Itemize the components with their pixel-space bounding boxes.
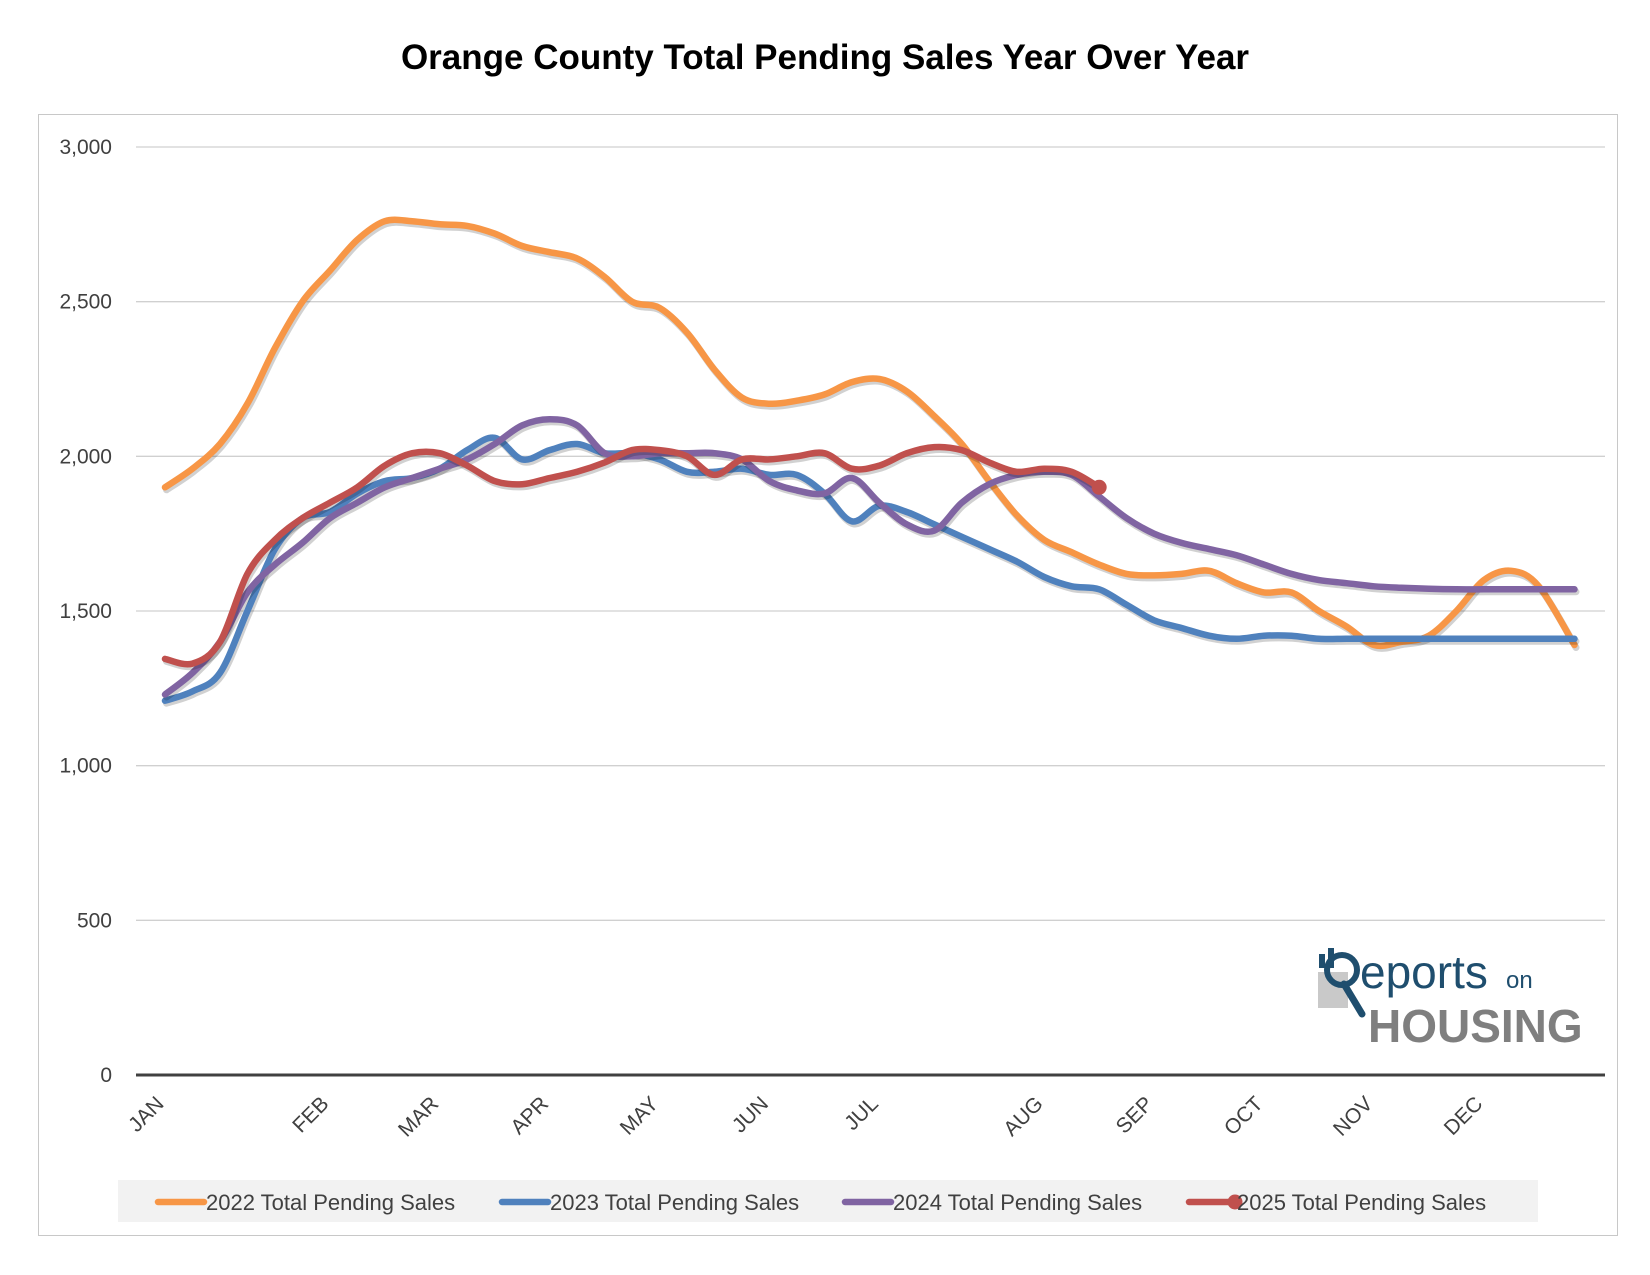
series-line-4 xyxy=(161,443,1103,668)
x-tick-label: MAR xyxy=(394,1092,443,1141)
logo-text-housing: HOUSING xyxy=(1368,1000,1583,1052)
y-axis-ticks: 0 500 1,000 1,500 2,000 2,500 3,000 xyxy=(59,136,112,1087)
y-tick-label: 3,000 xyxy=(59,136,112,159)
series-line-1 xyxy=(161,216,1578,650)
legend-label: 2024 Total Pending Sales xyxy=(893,1190,1142,1215)
x-tick-label: FEB xyxy=(288,1092,333,1137)
reports-on-housing-logo: eports on HOUSING xyxy=(1318,946,1583,1052)
x-tick-label: JUL xyxy=(840,1092,883,1135)
legend-label: 2025 Total Pending Sales xyxy=(1237,1190,1486,1215)
series-line-2 xyxy=(161,434,1578,704)
series-line-3 xyxy=(161,415,1578,698)
y-tick-label: 1,500 xyxy=(59,600,112,623)
x-tick-label: APR xyxy=(506,1092,553,1139)
legend-background xyxy=(118,1180,1538,1222)
series-shadow xyxy=(163,436,1580,707)
chart-title: Orange County Total Pending Sales Year O… xyxy=(400,38,1250,77)
x-tick-label: SEP xyxy=(1112,1092,1158,1138)
logo-text-reports: eports xyxy=(1360,946,1488,998)
y-tick-label: 2,500 xyxy=(59,291,112,314)
x-tick-label: JUN xyxy=(728,1092,773,1137)
logo-gray-square xyxy=(1318,972,1348,1008)
x-tick-label: MAY xyxy=(616,1092,663,1139)
series-shadow xyxy=(163,418,1580,701)
y-tick-label: 1,000 xyxy=(59,755,112,778)
series-shadow xyxy=(163,445,1105,671)
x-tick-label: DEC xyxy=(1440,1092,1488,1140)
logo-text-on: on xyxy=(1506,967,1533,994)
legend-label: 2022 Total Pending Sales xyxy=(206,1190,455,1215)
x-tick-label: OCT xyxy=(1220,1092,1268,1140)
series-end-marker xyxy=(1091,479,1107,495)
legend-label: 2023 Total Pending Sales xyxy=(550,1190,799,1215)
y-tick-label: 2,000 xyxy=(59,445,112,468)
gridlines xyxy=(136,146,1605,1077)
y-tick-label: 0 xyxy=(100,1064,112,1087)
legend-swatch-marker xyxy=(1227,1194,1243,1210)
y-tick-label: 500 xyxy=(77,909,112,932)
chart-frame xyxy=(38,114,1618,1236)
logo-bar-1 xyxy=(1319,954,1325,968)
logo-magnifier-handle xyxy=(1340,980,1366,1018)
series-lines xyxy=(161,216,1580,707)
x-tick-label: NOV xyxy=(1329,1092,1377,1140)
x-axis-ticks: JAN FEB MAR APR MAY JUN JUL AUG SEP OCT NOV DEC xyxy=(124,1092,1487,1141)
x-tick-label: AUG xyxy=(999,1092,1047,1140)
legend: 2022 Total Pending Sales 2023 Total Pendi… xyxy=(118,1180,1538,1222)
x-tick-label: JAN xyxy=(124,1092,168,1136)
